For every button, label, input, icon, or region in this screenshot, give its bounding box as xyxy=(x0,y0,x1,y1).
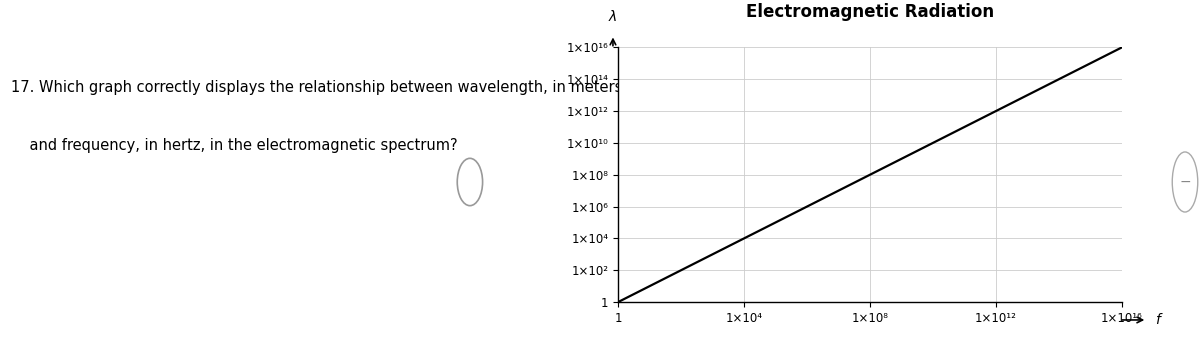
Text: −: − xyxy=(1180,175,1190,189)
Text: 17. Which graph correctly displays the relationship between wavelength, in meter: 17. Which graph correctly displays the r… xyxy=(11,80,626,95)
Text: and frequency, in hertz, in the electromagnetic spectrum?: and frequency, in hertz, in the electrom… xyxy=(11,138,457,153)
Text: λ: λ xyxy=(608,11,617,24)
Text: f: f xyxy=(1154,313,1159,327)
Title: Electromagnetic Radiation: Electromagnetic Radiation xyxy=(746,3,994,21)
